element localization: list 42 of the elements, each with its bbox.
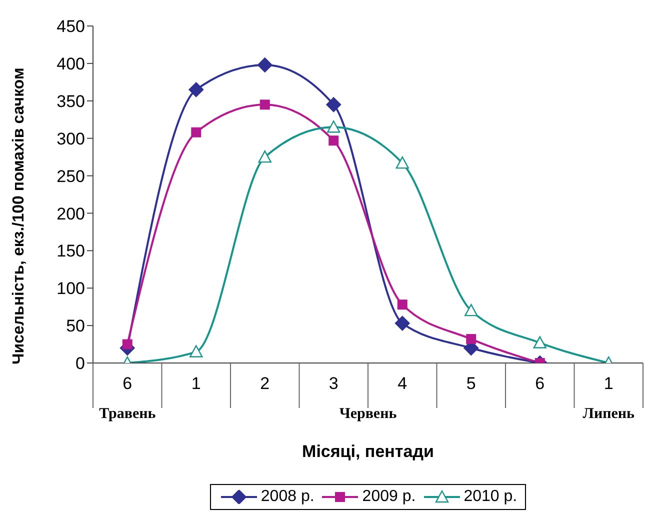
point [396,156,409,169]
y-tick-label: 150 [56,242,85,261]
y-tick-label: 250 [56,166,85,186]
point [328,136,339,146]
x-tick-label: 3 [328,374,338,393]
y-tick-label: 200 [56,204,85,224]
x-tick-label: 2 [260,374,270,393]
point [464,304,478,316]
legend-label: 2010 р. [464,488,518,506]
y-tick-label: 50 [66,316,85,336]
text: Травень [98,406,157,423]
text: Червень [338,406,398,423]
point [191,127,202,138]
point [466,334,476,344]
x-tick-label: 4 [398,374,408,393]
point [327,120,340,133]
x-tick-label: 5 [466,374,476,393]
legend-label: 2008 р. [260,488,314,506]
y-tick-label: 450 [56,17,85,36]
y-tick-label: 350 [56,92,85,111]
point [258,150,272,163]
point [397,300,408,310]
legend-label: 2009 р. [362,488,416,506]
x-axis-title: Місяці, пентади [301,442,435,462]
x-tick-label: 6 [122,374,132,393]
point [257,57,272,72]
point [190,345,203,358]
point [326,97,342,112]
point [188,82,204,98]
point [260,100,270,110]
y-axis-title: Чисельність, екз./100 помахів сачком [10,68,28,364]
point [533,336,546,348]
x-tick-label: 1 [604,374,614,393]
text: Липень [582,406,636,423]
y-tick-label: 300 [56,129,85,148]
y-tick-label: 400 [56,54,85,74]
x-tick-label: 6 [535,374,545,393]
y-tick-label: 100 [56,279,85,298]
x-tick-label: 1 [191,374,201,393]
point [122,339,132,350]
y-tick-label: 0 [76,354,85,374]
point [394,316,410,331]
